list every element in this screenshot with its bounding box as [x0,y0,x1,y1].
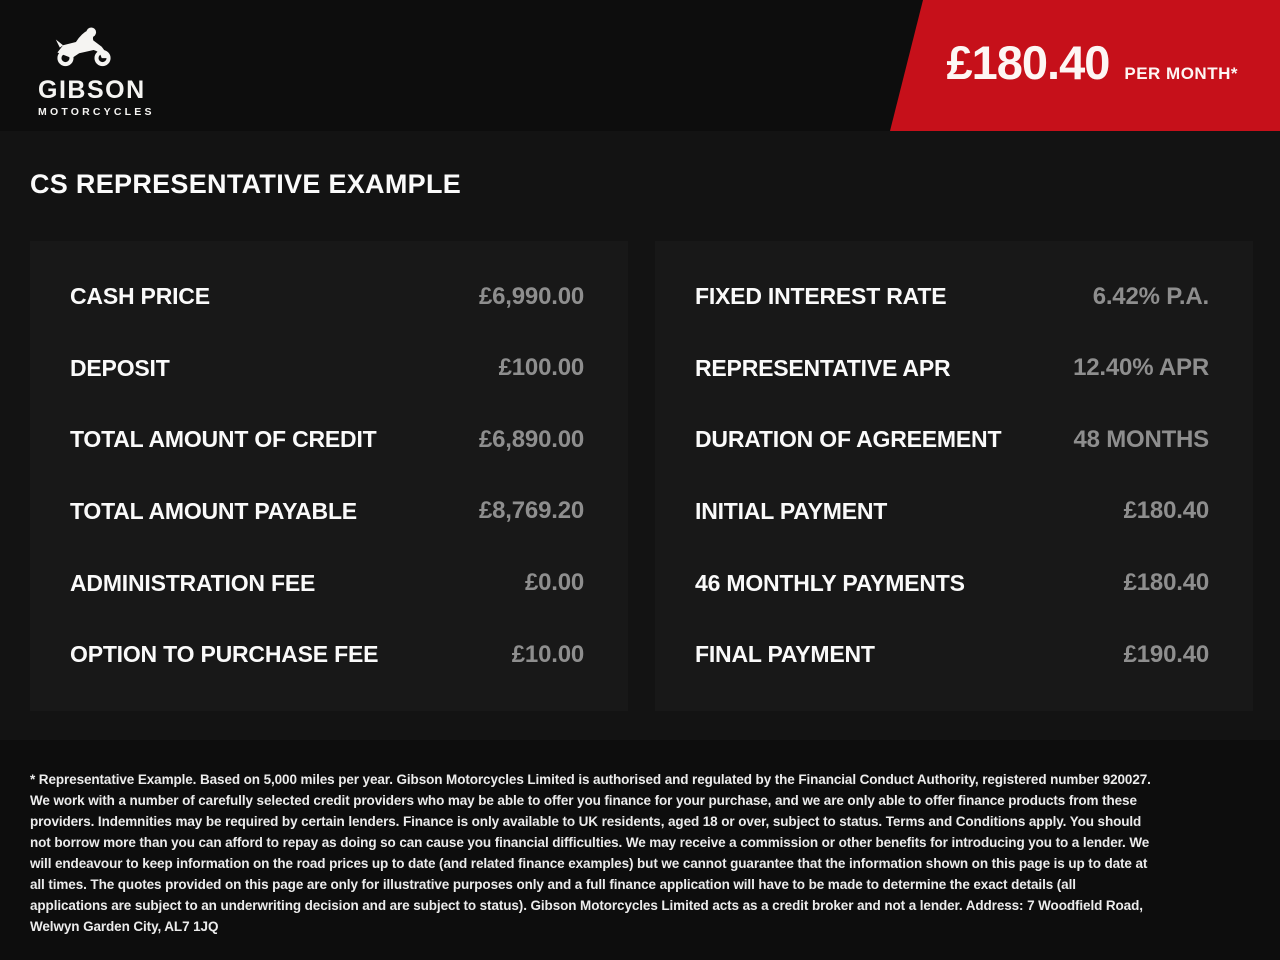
finance-row-value: £6,890.00 [479,425,584,453]
finance-row-value: £180.40 [1123,569,1210,597]
finance-row-label: TOTAL AMOUNT OF CREDIT [70,426,377,453]
finance-row: DURATION OF AGREEMENT 48 MONTHS [695,426,1209,454]
finance-row: OPTION TO PURCHASE FEE £10.00 [70,641,584,669]
finance-panel-left: CASH PRICE £6,990.00 DEPOSIT £100.00 TOTAL A… [30,240,628,711]
finance-row-label: CASH PRICE [70,283,210,310]
finance-row: TOTAL AMOUNT OF CREDIT £6,890.00 [70,426,584,454]
disclaimer-footer: * Representative Example. Based on 5,000… [0,740,1280,960]
finance-row: 46 MONTHLY PAYMENTS £180.40 [695,569,1209,597]
finance-row: DEPOSIT £100.00 [70,354,584,382]
brand-name: GIBSON [38,76,146,104]
finance-row-value: 48 MONTHS [1073,425,1209,453]
monthly-price-amount: £180.40 [946,36,1110,89]
finance-row-value: 12.40% APR [1073,354,1209,382]
finance-row-label: DEPOSIT [70,354,170,381]
finance-row: ADMINISTRATION FEE £0.00 [70,569,584,597]
finance-row-label: INITIAL PAYMENT [695,497,888,524]
finance-row-label: REPRESENTATIVE APR [695,354,951,381]
finance-row-value: £10.00 [511,640,584,668]
main-content: CS REPRESENTATIVE EXAMPLE CASH PRICE £6,9… [0,169,1280,711]
finance-panel-right: FIXED INTEREST RATE 6.42% P.A. REPRESENTAT… [655,240,1253,711]
finance-row-label: FINAL PAYMENT [695,641,875,668]
finance-row-label: DURATION OF AGREEMENT [695,426,1002,453]
brand-logo: GIBSON MOTORCYCLES [38,22,155,118]
disclaimer-text: * Representative Example. Based on 5,000… [30,772,1151,934]
finance-row: FINAL PAYMENT £190.40 [695,641,1209,669]
finance-row: CASH PRICE £6,990.00 [70,283,584,311]
finance-row-label: 46 MONTHLY PAYMENTS [695,569,965,596]
finance-row-value: £180.40 [1123,497,1210,525]
finance-row-label: OPTION TO PURCHASE FEE [70,641,379,668]
header-bar: GIBSON MOTORCYCLES £180.40 PER MONTH* [0,0,1280,131]
motorcycle-rider-icon [55,22,113,70]
page-title: CS REPRESENTATIVE EXAMPLE [30,169,462,199]
finance-panels: CASH PRICE £6,990.00 DEPOSIT £100.00 TOTAL A… [30,240,1253,711]
finance-row: INITIAL PAYMENT £180.40 [695,497,1209,525]
brand-tagline: MOTORCYCLES [38,106,155,118]
finance-row-value: £6,990.00 [479,282,584,310]
finance-row-value: £8,769.20 [479,497,584,525]
finance-row-label: ADMINISTRATION FEE [70,569,316,596]
finance-row-value: £190.40 [1123,640,1210,668]
finance-row-label: TOTAL AMOUNT PAYABLE [70,497,357,524]
finance-row-label: FIXED INTEREST RATE [695,283,947,310]
finance-row-value: £100.00 [498,354,585,382]
monthly-price-banner: £180.40 PER MONTH* [890,0,1280,131]
finance-row: REPRESENTATIVE APR 12.40% APR [695,354,1209,382]
monthly-price-period: PER MONTH* [1124,64,1238,83]
finance-row: FIXED INTEREST RATE 6.42% P.A. [695,283,1209,311]
finance-row: TOTAL AMOUNT PAYABLE £8,769.20 [70,497,584,525]
finance-row-value: £0.00 [524,569,584,597]
finance-row-value: 6.42% P.A. [1092,282,1210,310]
